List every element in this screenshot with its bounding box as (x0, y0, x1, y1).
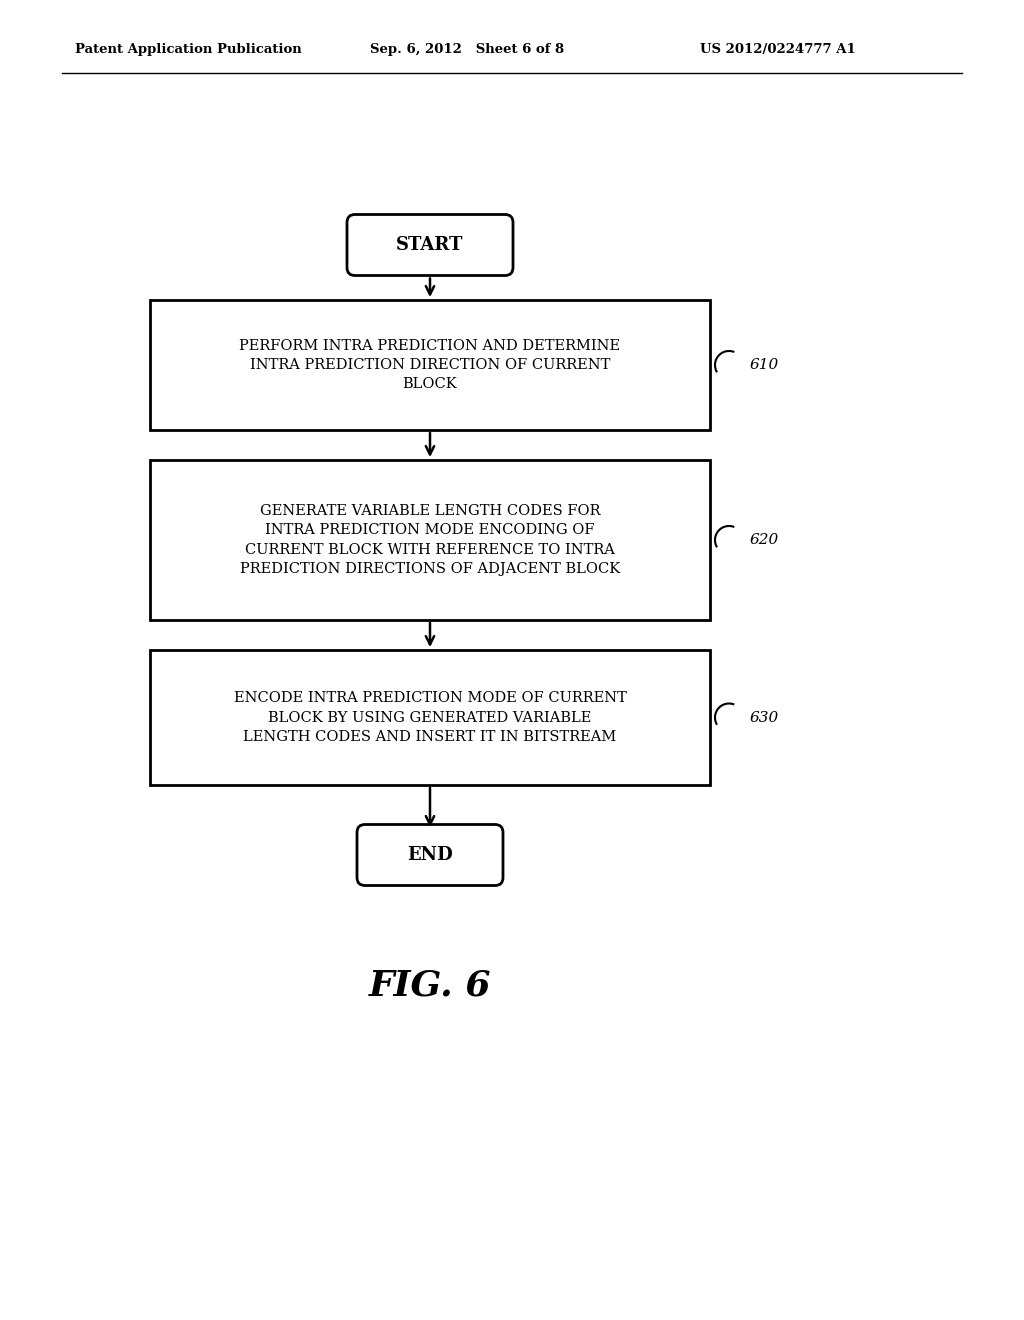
Text: ENCODE INTRA PREDICTION MODE OF CURRENT
BLOCK BY USING GENERATED VARIABLE
LENGTH: ENCODE INTRA PREDICTION MODE OF CURRENT … (233, 690, 627, 744)
FancyBboxPatch shape (347, 214, 513, 276)
Bar (150, 300, 710, 430)
Text: FIG. 6: FIG. 6 (369, 968, 492, 1002)
Text: 630: 630 (750, 710, 779, 725)
Text: GENERATE VARIABLE LENGTH CODES FOR
INTRA PREDICTION MODE ENCODING OF
CURRENT BLO: GENERATE VARIABLE LENGTH CODES FOR INTRA… (240, 504, 621, 577)
FancyBboxPatch shape (357, 825, 503, 886)
Text: 610: 610 (750, 358, 779, 372)
Text: US 2012/0224777 A1: US 2012/0224777 A1 (700, 44, 856, 57)
Bar (150, 459, 710, 620)
Text: PERFORM INTRA PREDICTION AND DETERMINE
INTRA PREDICTION DIRECTION OF CURRENT
BLO: PERFORM INTRA PREDICTION AND DETERMINE I… (240, 338, 621, 392)
Text: END: END (408, 846, 453, 865)
Bar (150, 649, 710, 785)
Text: START: START (396, 236, 464, 253)
Text: Sep. 6, 2012   Sheet 6 of 8: Sep. 6, 2012 Sheet 6 of 8 (370, 44, 564, 57)
Text: Patent Application Publication: Patent Application Publication (75, 44, 302, 57)
Text: 620: 620 (750, 533, 779, 546)
